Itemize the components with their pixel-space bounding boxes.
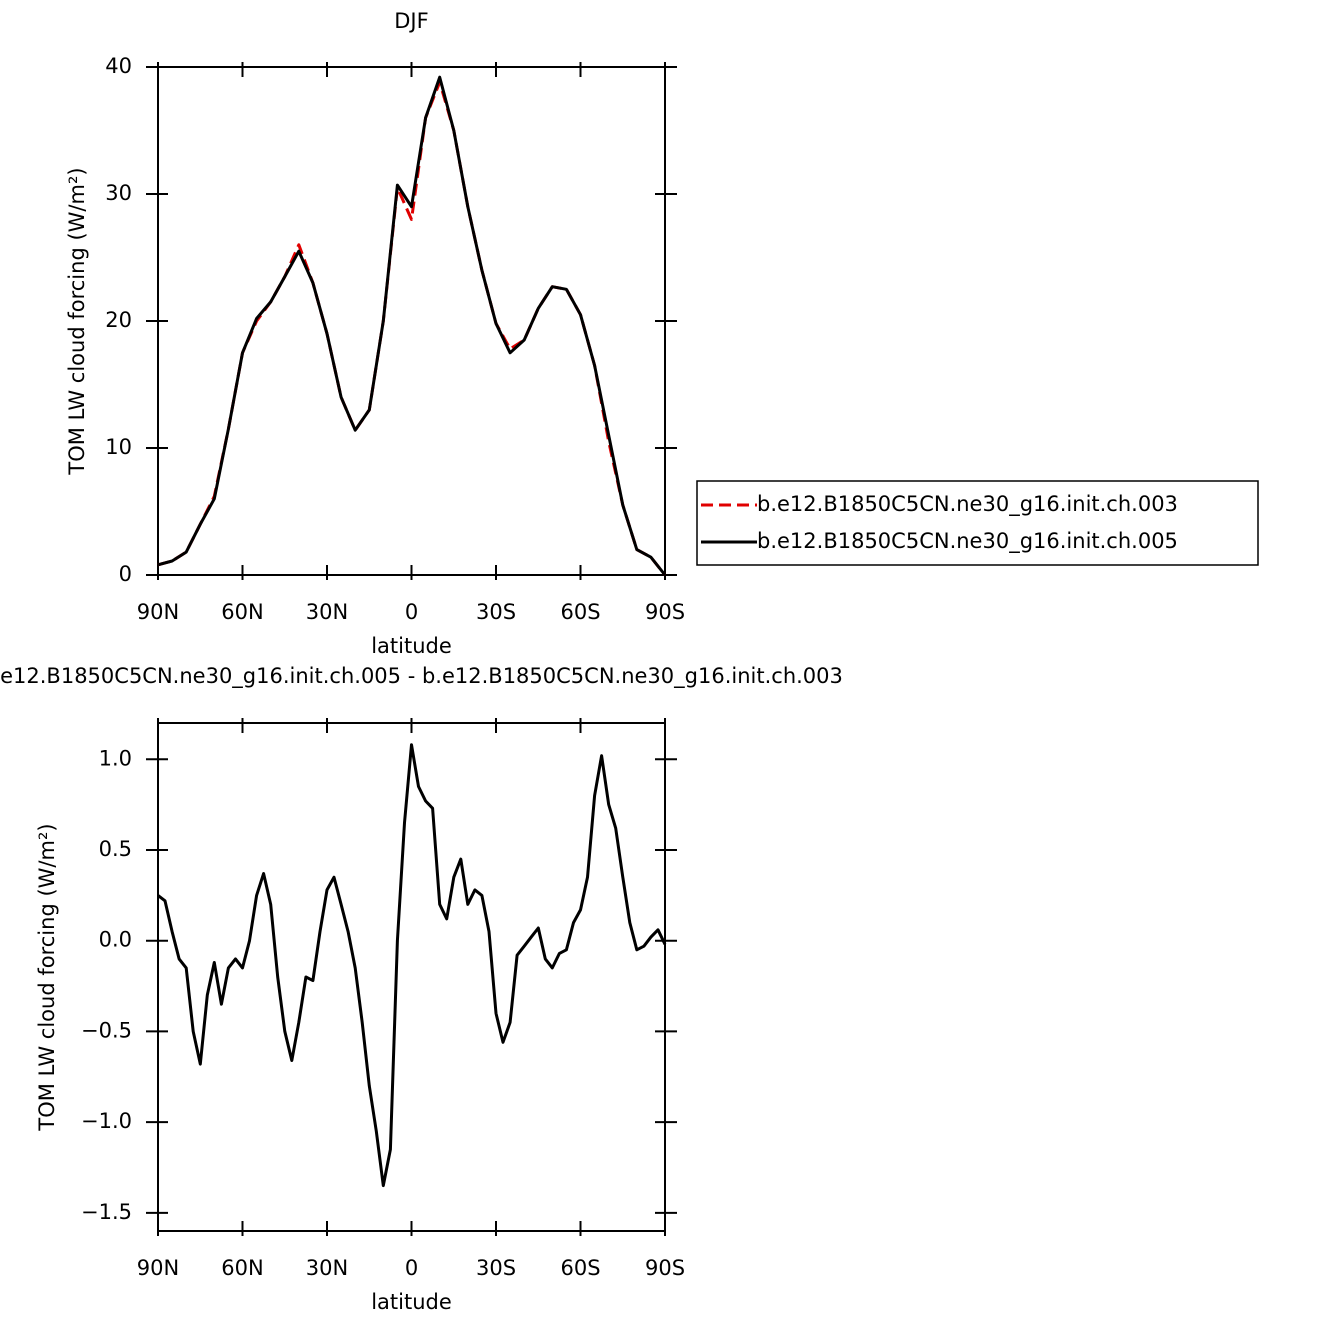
- y-tick-label: −1.5: [81, 1200, 132, 1224]
- x-tick-label: 30N: [306, 1256, 348, 1280]
- y-axis-label: TOM LW cloud forcing (W/m²): [65, 167, 89, 475]
- x-tick-label: 0: [405, 600, 418, 624]
- chart-title: b.e12.B1850C5CN.ne30_g16.init.ch.005 - b…: [0, 664, 843, 689]
- plot-frame: [157, 66, 666, 576]
- plot-frame: [157, 722, 666, 1232]
- y-tick-label: 20: [105, 308, 132, 332]
- y-tick-label: 40: [105, 54, 132, 78]
- legend-label: b.e12.B1850C5CN.ne30_g16.init.ch.005: [757, 529, 1178, 554]
- x-tick-label: 60S: [560, 600, 600, 624]
- y-tick-label: 30: [105, 181, 132, 205]
- legend-label: b.e12.B1850C5CN.ne30_g16.init.ch.003: [757, 492, 1178, 517]
- y-tick-label: 1.0: [99, 746, 132, 770]
- data-line: [157, 80, 667, 576]
- chart-title: DJF: [394, 9, 428, 33]
- y-tick-label: 0: [119, 562, 132, 586]
- x-tick-label: 90N: [137, 1256, 179, 1280]
- x-tick-label: 60N: [221, 600, 263, 624]
- x-tick-label: 90S: [645, 1256, 685, 1280]
- x-axis-label: latitude: [371, 1290, 452, 1314]
- x-tick-label: 90S: [645, 600, 685, 624]
- x-tick-label: 90N: [137, 600, 179, 624]
- y-tick-label: −1.0: [81, 1109, 132, 1133]
- data-line: [157, 75, 667, 576]
- data-line: [157, 743, 667, 1188]
- x-tick-label: 30S: [476, 1256, 516, 1280]
- y-tick-label: 10: [105, 435, 132, 459]
- y-tick-label: −0.5: [81, 1018, 132, 1042]
- legend-box: [696, 480, 1259, 566]
- x-tick-label: 0: [405, 1256, 418, 1280]
- x-axis-label: latitude: [371, 634, 452, 658]
- x-tick-label: 60S: [560, 1256, 600, 1280]
- x-tick-label: 30S: [476, 600, 516, 624]
- y-tick-label: 0.0: [99, 928, 132, 952]
- y-axis-label: TOM LW cloud forcing (W/m²): [35, 823, 59, 1131]
- x-tick-label: 60N: [221, 1256, 263, 1280]
- x-tick-label: 30N: [306, 600, 348, 624]
- y-tick-label: 0.5: [99, 837, 132, 861]
